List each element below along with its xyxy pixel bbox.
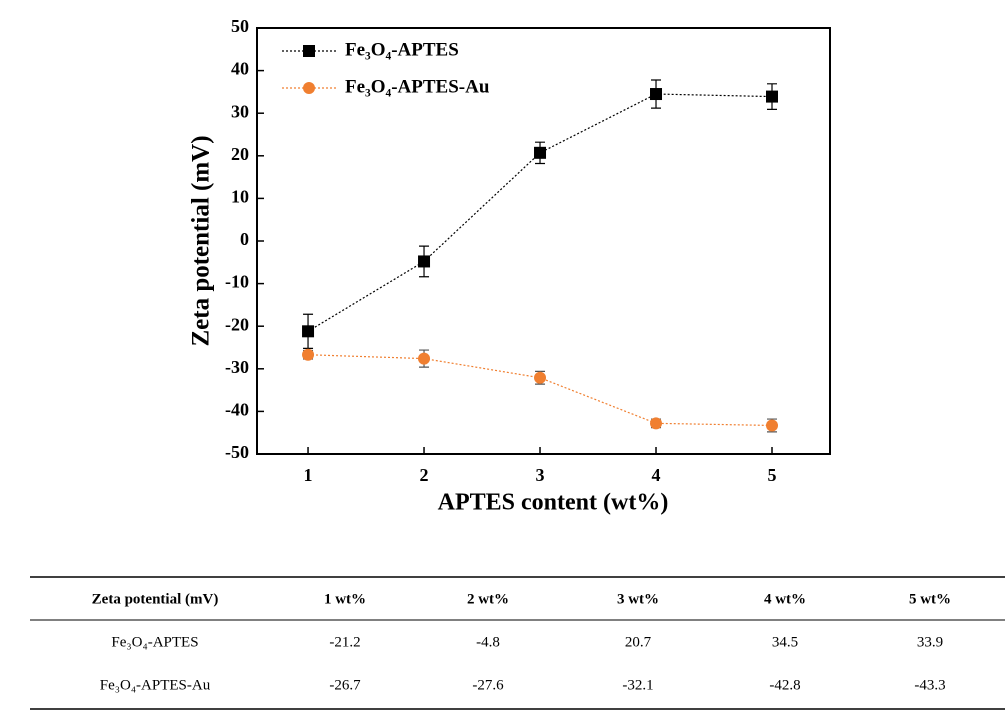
y-tick-label: 20: [231, 144, 249, 164]
legend-marker: [303, 82, 315, 94]
data-point: [302, 348, 315, 361]
y-tick-label: 40: [231, 59, 249, 79]
x-tick-label: 4: [652, 465, 661, 485]
table-cell: -26.7: [329, 677, 361, 693]
y-tick-label: -10: [225, 272, 249, 292]
table-cell: 34.5: [772, 634, 798, 650]
y-tick-label: -40: [225, 400, 249, 420]
table-cell: -43.3: [914, 677, 945, 693]
legend-label: Fe₃O₄-APTES: [345, 39, 459, 60]
plot-frame: [256, 27, 831, 455]
data-point: [766, 419, 779, 432]
table-cell: 33.9: [917, 634, 943, 650]
series-line: [308, 354, 773, 427]
legend-label: Fe₃O₄-APTES-Au: [345, 76, 490, 97]
x-tick-label: 5: [768, 465, 777, 485]
table-header: Zeta potential (mV): [92, 591, 219, 607]
series-line: [307, 93, 773, 332]
x-tick-label: 1: [304, 465, 313, 485]
x-tick-label: 2: [420, 465, 429, 485]
data-point: [650, 417, 663, 430]
table-cell: -32.1: [622, 677, 653, 693]
data-point: [418, 352, 431, 365]
table-header: 4 wt%: [764, 591, 806, 607]
y-tick-label: -50: [225, 442, 249, 462]
y-tick-label: -20: [225, 314, 249, 334]
y-tick-label: 50: [231, 16, 249, 36]
table-cell: -21.2: [329, 634, 360, 650]
data-point: [534, 146, 547, 159]
x-tick-label: 3: [536, 465, 545, 485]
data-point: [650, 88, 663, 101]
x-axis-label: APTES content (wt%): [438, 490, 669, 516]
table-cell: -27.6: [472, 677, 504, 693]
data-point: [302, 325, 315, 338]
table-cell: 20.7: [625, 634, 652, 650]
table-cell: Fe₃O₄-APTES: [111, 634, 198, 650]
y-tick-label: 0: [240, 229, 249, 249]
table-header: 1 wt%: [324, 591, 366, 607]
y-axis-label: Zeta potential (mV): [188, 135, 215, 346]
legend-marker: [303, 45, 315, 57]
data-point: [766, 90, 779, 103]
y-tick-label: -30: [225, 357, 249, 377]
table-header: 2 wt%: [467, 591, 509, 607]
data-point: [534, 371, 547, 384]
y-tick-label: 10: [231, 187, 249, 207]
y-tick-label: 30: [231, 101, 249, 121]
data-point: [418, 255, 431, 268]
table-cell: Fe₃O₄-APTES-Au: [100, 677, 211, 693]
table-cell: -4.8: [476, 634, 500, 650]
table-header: 5 wt%: [909, 591, 951, 607]
table-cell: -42.8: [769, 677, 800, 693]
table-header: 3 wt%: [617, 591, 659, 607]
